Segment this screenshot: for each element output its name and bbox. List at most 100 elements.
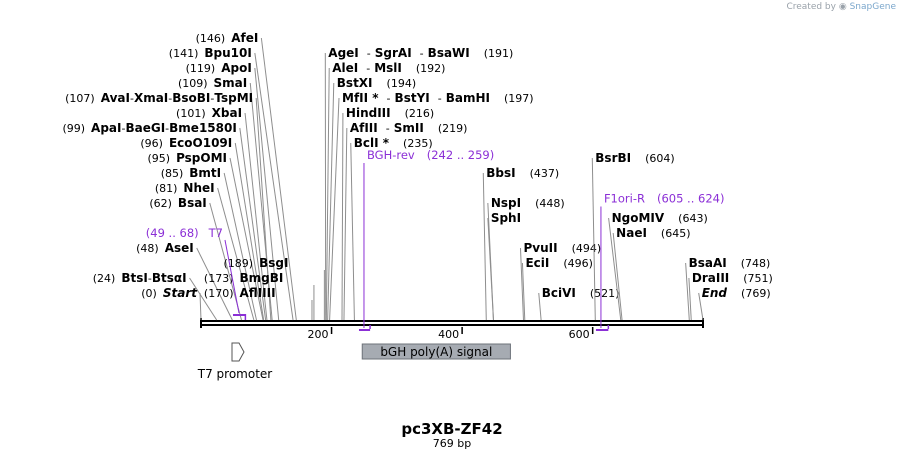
site-leader-line [196,247,233,321]
site-leader-line [223,172,257,321]
site-position: (146) [196,32,226,45]
site-label-bsawi[interactable]: BsaWI [428,46,470,60]
site-label-btsi[interactable]: BtsI [121,271,148,285]
site-label-bcivi[interactable]: BciVI [542,286,576,300]
snapgene-credit: Created by ◉ SnapGene [786,2,896,12]
primer-range: (49 .. 68) [146,226,199,240]
site-leader-line [350,142,355,321]
site-label-nhei[interactable]: NheI [183,181,214,195]
site-label-afei[interactable]: AfeI [231,31,258,45]
site-separator: - [130,92,134,105]
site-label-bbsi[interactable]: BbsI [486,166,515,180]
primer-binding-bar [232,314,246,316]
site-leader-line [260,37,297,321]
site-label-tspmi[interactable]: TspMI [214,91,253,105]
site-label-alei[interactable]: AleI [332,61,358,75]
site-label-msli[interactable]: MslI [374,61,402,75]
primer-label-bghrev[interactable]: BGH-rev [367,148,415,162]
primer-binding-bar [358,329,371,331]
site-position: (437) [530,167,560,180]
site-position: (197) [504,92,534,105]
site-label-bpu10i[interactable]: Bpu10I [204,46,251,60]
site-label-sphi[interactable]: SphI [491,211,521,225]
site-label-btsi[interactable]: BtsαI [152,271,187,285]
site-label-bmgbi[interactable]: BmgBI [240,271,284,285]
site-leader-line [189,277,218,321]
site-label-draiii[interactable]: DraIII [692,271,729,285]
site-position: (751) [743,272,773,285]
site-position: (85) [161,167,184,180]
site-label-avai[interactable]: AvaI [101,91,130,105]
site-separator: - [148,272,152,285]
site-separator: - [438,92,442,105]
site-label-sgrai[interactable]: SgrAI [375,46,412,60]
site-leader-line [327,82,335,321]
site-label-bme1580i[interactable]: Bme1580I [169,121,237,135]
site-label-bsrbi[interactable]: BsrBI [595,151,631,165]
site-label-baegi[interactable]: BaeGI [125,121,165,135]
site-label-ecii[interactable]: EciI [525,256,549,270]
site-label-xmai[interactable]: XmaI [134,91,168,105]
feature-bgh-polya-box[interactable] [361,343,511,360]
site-position: (191) [484,47,514,60]
plasmid-length: 769 bp [432,437,472,450]
site-separator: - [420,47,424,60]
site-separator: - [165,122,169,135]
site-leader-line [255,97,272,321]
primer-binding-bar [595,329,609,331]
site-separator: - [210,92,214,105]
site-label-bstyi[interactable]: BstYI [395,91,430,105]
site-label-pspomi[interactable]: PspOMI [176,151,227,165]
site-label-bsgi[interactable]: BsgI [259,256,288,270]
scale-tick-label: 200 [308,328,329,341]
site-label-smai[interactable]: SmaI [214,76,248,90]
site-position: (645) [661,227,691,240]
site-position: (216) [405,107,435,120]
site-label-ecoo109i[interactable]: EcoO109I [169,136,232,150]
site-label-mfii[interactable]: MfII * [342,91,379,105]
site-leader-line [487,217,494,321]
site-separator: - [386,122,390,135]
site-label-smii[interactable]: SmII [394,121,424,135]
site-label-xbai[interactable]: XbaI [212,106,242,120]
site-label-afliiii[interactable]: AflIIII [240,286,276,300]
site-position: (48) [136,242,159,255]
site-label-apoi[interactable]: ApoI [221,61,252,75]
site-label-hindiii[interactable]: HindIII [346,106,391,120]
site-position: (170) [204,287,234,300]
site-label-nspi[interactable]: NspI [491,196,521,210]
site-leader-line [538,292,542,321]
site-separator: - [367,47,371,60]
site-leader-line [612,232,623,321]
site-position: (95) [147,152,170,165]
site-leader-line [325,67,330,321]
site-leader-line [341,112,344,321]
site-label-bsai[interactable]: BsaI [178,196,207,210]
site-label-bcli[interactable]: BclI * [354,136,390,150]
site-label-ngomiv[interactable]: NgoMIV [612,211,665,225]
site-label-bsobi[interactable]: BsoBI [172,91,210,105]
site-position: (235) [403,137,433,150]
site-position: (748) [741,257,771,270]
site-label-afiii[interactable]: AfIII [350,121,378,135]
site-label-start[interactable]: Start [163,286,198,300]
site-leader-line [239,127,267,321]
credit-brand: SnapGene [849,2,896,12]
site-label-naei[interactable]: NaeI [616,226,647,240]
primer-label-f1orir[interactable]: F1ori-R [604,192,645,206]
site-label-apai[interactable]: ApaI [91,121,121,135]
site-label-end[interactable]: End [702,286,728,300]
site-label-bmti[interactable]: BmtI [189,166,221,180]
site-position: (769) [741,287,771,300]
feature-t7-promoter-label: T7 promoter [197,367,273,381]
site-label-asei[interactable]: AseI [165,241,194,255]
site-label-agei[interactable]: AgeI [328,46,358,60]
primer-label-t7[interactable]: T7 [208,226,223,240]
site-label-bamhi[interactable]: BamHI [446,91,490,105]
t7-promoter-arrow-icon[interactable] [231,342,245,362]
plasmid-name: pc3XB-ZF42 [401,420,503,438]
site-label-bstxi[interactable]: BstXI [337,76,373,90]
site-position: (0) [141,287,157,300]
site-label-pvuii[interactable]: PvuII [523,241,557,255]
site-label-bsaai[interactable]: BsaAI [689,256,727,270]
